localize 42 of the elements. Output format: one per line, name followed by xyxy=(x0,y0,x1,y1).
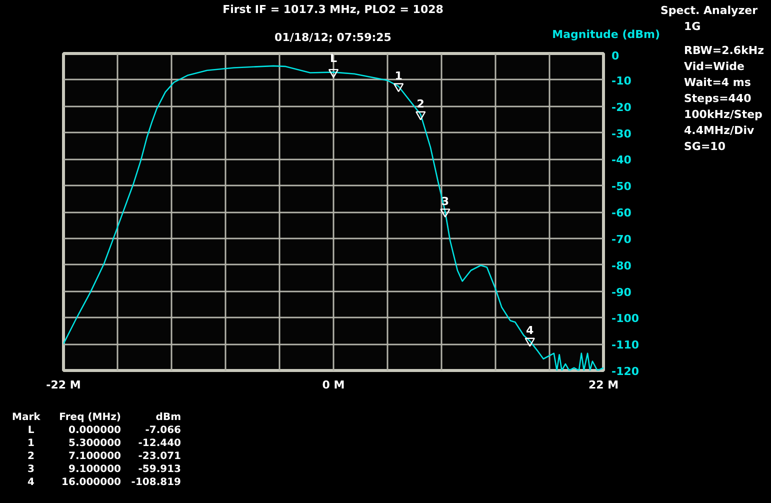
text: Steps=440 xyxy=(684,92,752,105)
y-axis-title: Magnitude (dBm) xyxy=(552,28,660,41)
y-tick-label: -50 xyxy=(612,180,632,194)
x-tick-label: 22 M xyxy=(588,378,619,392)
y-tick-label: -80 xyxy=(612,259,632,272)
text: 3 9.100000 -59.913 xyxy=(28,464,181,475)
chart-subtitle: 01/18/12; 07:59:25 xyxy=(274,31,392,44)
y-tick-label: -70 xyxy=(612,232,632,246)
text: RBW=2.6kHz xyxy=(684,44,764,57)
y-tick-label: -110 xyxy=(612,338,640,352)
x-tick-label: 0 M xyxy=(322,378,345,392)
chart-title: First IF = 1017.3 MHz, PLO2 = 1028 xyxy=(222,3,444,16)
text: 2 7.100000 -23.071 xyxy=(28,451,181,462)
y-tick-label: 0 xyxy=(612,50,620,62)
text: 4.4MHz/Div xyxy=(684,124,754,137)
text: 1 5.300000 -12.440 xyxy=(28,438,181,449)
y-tick-label: -100 xyxy=(612,312,640,326)
point xyxy=(416,111,426,120)
annotation: 4 xyxy=(526,324,534,337)
text: Mark Freq (MHz) dBm xyxy=(12,412,181,423)
text: 100kHz/Step xyxy=(684,108,762,121)
y-tick-label: -60 xyxy=(612,206,632,220)
point xyxy=(524,338,535,347)
line-series xyxy=(64,65,604,370)
y-tick-label: -10 xyxy=(612,74,632,88)
y-tick-label: -40 xyxy=(612,154,632,167)
point xyxy=(328,68,339,78)
x-tick-label: -22 M xyxy=(46,378,81,392)
point xyxy=(393,83,404,92)
text: Wait=4 ms xyxy=(684,76,751,89)
y-tick-label: -20 xyxy=(612,100,632,114)
text: Vid=Wide xyxy=(684,60,744,73)
text: Spect. Analyzer xyxy=(660,4,758,17)
y-tick-label: -120 xyxy=(612,365,640,378)
text: 4 16.000000 -108.819 xyxy=(28,477,181,488)
y-tick-label: -30 xyxy=(612,127,632,140)
point xyxy=(440,208,450,218)
text: L 0.000000 -7.066 xyxy=(28,425,181,436)
annotation: 1 xyxy=(394,69,402,82)
text: 1G xyxy=(684,20,701,33)
text: SG=10 xyxy=(684,140,726,153)
y-tick-label: -90 xyxy=(612,286,632,299)
